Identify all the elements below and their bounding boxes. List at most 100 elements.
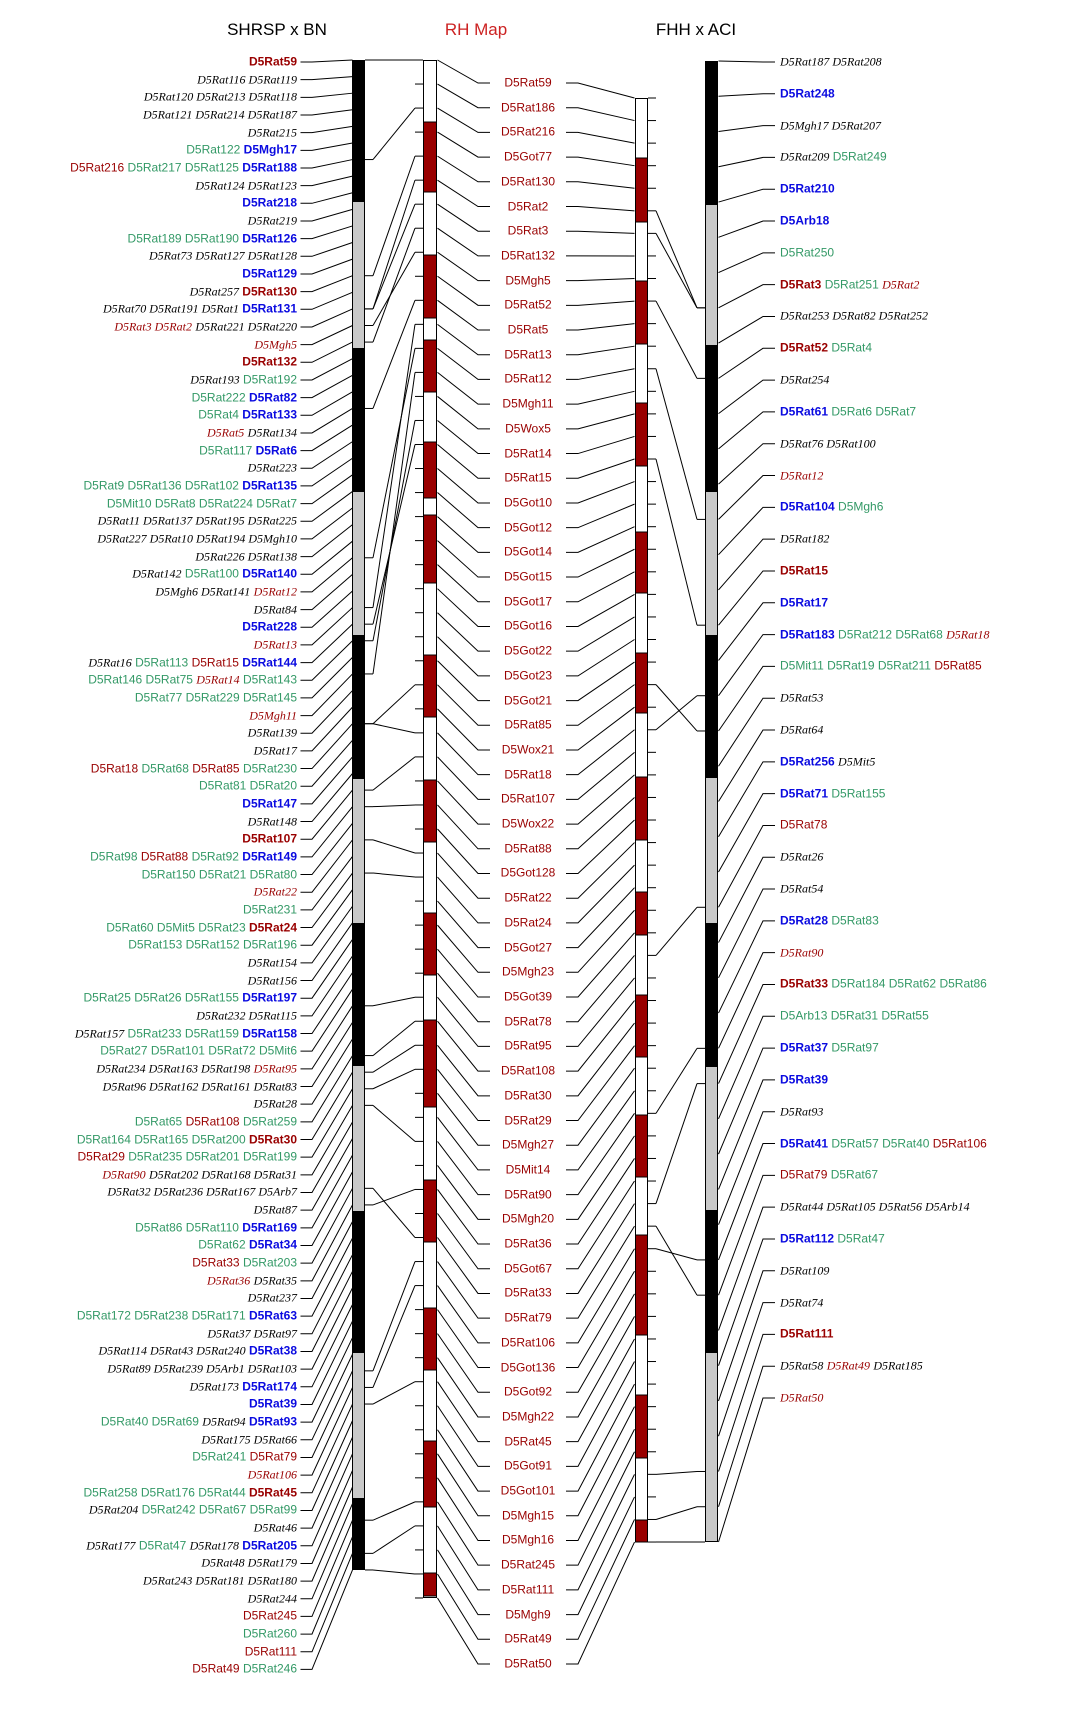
marker-name: D5Rat182: [780, 531, 830, 546]
homology-line: [655, 1506, 698, 1520]
marker-callout-line: [300, 1403, 353, 1494]
homology-line: [655, 906, 698, 956]
marker-callout-line: [300, 1387, 353, 1476]
marker-name: D5Rat234 D5Rat163 D5Rat198: [96, 1061, 251, 1076]
marker-name: D5Rat254: [780, 372, 830, 387]
marker-callout-line: [300, 242, 353, 257]
marker-row: D5Rat93: [780, 1105, 823, 1118]
marker-callout-line: [437, 1477, 490, 1541]
marker-name: D5Rat131: [242, 301, 297, 316]
marker-row: D5Rat79 D5Rat67: [780, 1167, 878, 1182]
marker-name: D5Rat60 D5Mit5 D5Rat23: [106, 920, 246, 935]
rh-bar-left-red-band: [424, 515, 436, 583]
marker-row: D5Rat248: [780, 87, 835, 100]
marker-row: D5Rat54: [780, 882, 823, 896]
marker-name: D5Rat9 D5Rat136 D5Rat102: [83, 478, 239, 493]
marker-name: D5Rat157: [74, 1026, 125, 1041]
marker-row: D5Rat117 D5Rat6: [199, 444, 297, 457]
marker-callout-line: [300, 1088, 353, 1158]
marker-name: D5Rat14: [504, 446, 552, 461]
rh-bar-left-red-band: [424, 1180, 436, 1242]
marker-name: D5Rat111: [780, 1326, 834, 1341]
marker-callout-line: [300, 1138, 353, 1211]
marker-row: D5Rat4 D5Rat133: [198, 408, 297, 422]
marker-callout-line: [566, 1113, 635, 1196]
marker-callout-line: [566, 1248, 635, 1344]
marker-callout-line: [300, 839, 353, 893]
marker-callout-line: [566, 230, 635, 234]
marker-row: D5Rat210: [780, 182, 835, 196]
marker-callout-line: [300, 142, 353, 151]
marker-name: D5Rat15: [504, 470, 552, 485]
marker-row: D5Rat84: [254, 603, 297, 616]
map-title-rh: RH Map: [444, 20, 508, 39]
marker-callout-line: [437, 1165, 490, 1220]
marker-row: D5Rat107: [501, 792, 555, 806]
marker-name: D5Rat84: [253, 602, 297, 617]
fhh-chromosome-bar-band: [705, 1353, 718, 1542]
marker-name: D5Rat233 D5Rat159: [127, 1026, 239, 1041]
marker-callout-line: [300, 1337, 353, 1423]
marker-name: D5Rat244: [247, 1591, 297, 1606]
marker-name: D5Rat58: [780, 1358, 824, 1373]
marker-name: D5Rat79: [780, 1167, 828, 1182]
marker-name: D5Rat117: [199, 443, 253, 458]
marker-row: D5Rat98 D5Rat88 D5Rat92 D5Rat149: [90, 850, 297, 863]
marker-callout-line: [718, 379, 775, 415]
marker-name: D5Rat12: [504, 371, 552, 386]
marker-row: D5Rat187 D5Rat208: [780, 55, 882, 69]
homology-line: [372, 155, 416, 276]
marker-row: D5Rat71 D5Rat155: [780, 787, 885, 800]
marker-row: D5Rat64: [780, 723, 823, 737]
marker-callout-line: [437, 852, 490, 899]
rh-bar-left-red-band: [424, 122, 436, 192]
marker-name: D5Rat122: [186, 142, 241, 157]
marker-callout-line: [300, 922, 353, 982]
marker-row: D5Rat27 D5Rat101 D5Rat72 D5Mit6: [100, 1044, 297, 1058]
marker-row: D5Rat114 D5Rat43 D5Rat240 D5Rat38: [99, 1344, 297, 1358]
fhh-chromosome-bar-band: [705, 1210, 718, 1353]
marker-name: D5Rat90: [780, 945, 824, 960]
fhh-chromosome-bar-band: [705, 345, 718, 492]
marker-callout-line: [718, 1302, 775, 1437]
marker-row: D5Rat146 D5Rat75 D5Rat14 D5Rat143: [88, 673, 297, 687]
marker-callout-line: [300, 690, 353, 734]
marker-callout-line: [300, 1287, 353, 1370]
marker-row: D5Rat3 D5Rat2 D5Rat221 D5Rat220: [114, 320, 297, 333]
rh-bar-left-red-band: [424, 340, 436, 392]
marker-name: D5Rat202 D5Rat168 D5Rat31: [149, 1167, 297, 1182]
marker-callout-line: [566, 684, 635, 726]
marker-name: D5Rat116 D5Rat119: [197, 72, 297, 87]
marker-callout-line: [718, 125, 775, 133]
marker-row: D5Got27: [504, 941, 552, 954]
marker-name: D5Rat227 D5Rat10 D5Rat194 D5Mgh10: [97, 531, 297, 546]
homology-line: [372, 804, 416, 808]
shrsp-chromosome-bar-band: [352, 1498, 365, 1570]
marker-callout-line: [437, 948, 490, 998]
marker-row: D5Rat39: [780, 1073, 828, 1086]
marker-row: D5Rat59: [504, 76, 551, 90]
marker-row: D5Rat49 D5Rat246: [192, 1662, 297, 1676]
marker-name: D5Rat61: [780, 404, 829, 419]
marker-row: D5Got67: [504, 1262, 552, 1275]
marker-name: D5Rat18: [90, 761, 139, 776]
marker-name: D5Rat37: [780, 1040, 829, 1055]
marker-callout-line: [437, 59, 490, 84]
marker-callout-line: [300, 955, 353, 1017]
marker-row: D5Rat2: [508, 200, 549, 213]
homology-line: [372, 324, 416, 608]
fhh-chromosome-bar-band: [705, 205, 718, 345]
marker-name: D5Arb13 D5Rat31 D5Rat55: [780, 1008, 929, 1023]
marker-callout-line: [300, 374, 353, 399]
marker-callout-line: [718, 1365, 775, 1507]
marker-row: D5Rat245: [501, 1558, 555, 1572]
homology-line: [372, 1285, 416, 1388]
shrsp-chromosome-bar-band: [352, 635, 365, 779]
marker-name: D5Rat76 D5Rat100: [780, 436, 876, 451]
marker-callout-line: [566, 1271, 635, 1369]
marker-callout-line: [566, 1361, 635, 1467]
marker-row: D5Rat244: [248, 1592, 297, 1605]
marker-callout-line: [437, 251, 490, 282]
marker-name: D5Rat259: [242, 1114, 297, 1129]
marker-callout-line: [718, 665, 775, 732]
